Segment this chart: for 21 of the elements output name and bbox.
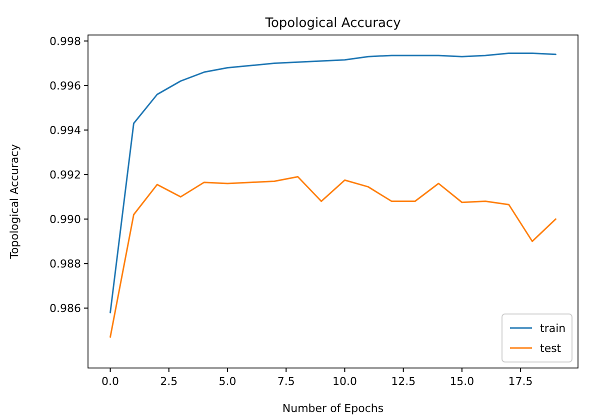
legend-label: train <box>540 322 566 335</box>
y-tick-label: 0.998 <box>50 35 81 48</box>
line-series <box>110 52 556 314</box>
x-tick-label: 17.5 <box>508 375 533 388</box>
y-tick-label: 0.988 <box>50 258 81 271</box>
y-tick-label: 0.994 <box>50 124 81 138</box>
x-tick-label: 12.5 <box>391 375 416 388</box>
y-tick-label: 0.986 <box>50 302 81 316</box>
x-axis-title: Number of Epochs <box>282 402 384 415</box>
y-tick-label: 0.996 <box>50 80 81 93</box>
x-tick-label: 2.5 <box>160 375 178 388</box>
x-tick-label: 10.0 <box>332 375 357 388</box>
x-tick-label: 15.0 <box>450 375 474 388</box>
x-tick-label: 0.0 <box>102 375 120 388</box>
y-tick-label: 0.992 <box>50 168 81 182</box>
y-tick-label: 0.990 <box>50 213 81 226</box>
chart-title: Topological Accuracy <box>264 16 402 31</box>
y-axis-title: Topological Accuracy <box>8 144 21 260</box>
x-tick-label: 5.0 <box>218 375 236 388</box>
x-tick-label: 7.5 <box>277 375 295 388</box>
legend-label: test <box>540 342 562 355</box>
